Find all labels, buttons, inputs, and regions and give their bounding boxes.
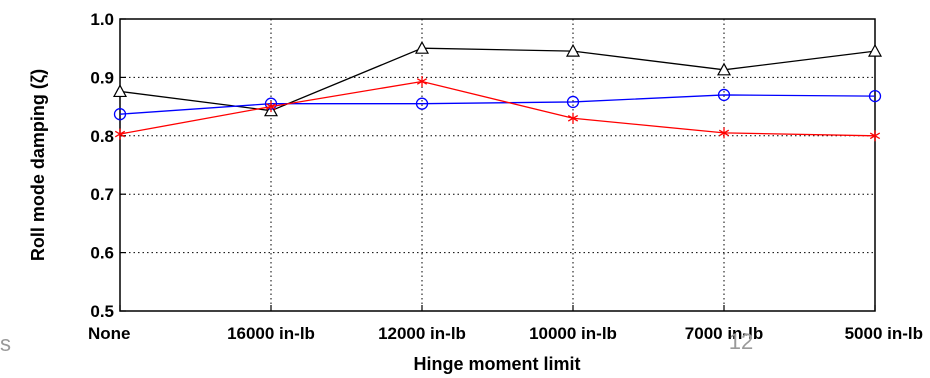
asterisk-stroke	[416, 78, 428, 85]
y-axis-ticks: 0.5 0.6 0.7 0.8 0.9 1.0	[90, 10, 126, 321]
series-line-circle	[119, 94, 876, 115]
circle-marker	[566, 95, 580, 109]
x-tick-label: 16000 in-lb	[227, 324, 315, 343]
y-axis-label: Roll mode damping (ζ)	[28, 69, 49, 261]
asterisk-stroke	[265, 103, 277, 110]
asterisk-stroke	[114, 130, 126, 138]
y-tick-label: 0.7	[90, 185, 114, 204]
triangle-marker	[565, 43, 581, 57]
x-tick-label: 12000 in-lb	[378, 324, 466, 343]
triangle-marker	[414, 40, 430, 54]
asterisk-marker	[869, 130, 881, 142]
x-tick-label: 5000 in-lb	[845, 324, 923, 343]
y-tick-label: 1.0	[90, 10, 114, 29]
grid-lines	[120, 19, 875, 311]
plot-frame	[119, 18, 876, 312]
slide-page-number: 12	[729, 329, 753, 354]
triangle-marker	[112, 84, 128, 98]
x-axis-label: Hinge moment limit	[413, 354, 580, 374]
triangle-marker	[867, 43, 883, 57]
x-axis-ticks: None 16000 in-lb 12000 in-lb 10000 in-lb 700…	[88, 305, 923, 343]
circle-marker	[868, 89, 882, 103]
series-line-triangle	[119, 47, 876, 112]
asterisk-marker	[265, 101, 277, 113]
asterisk-marker	[718, 127, 730, 139]
y-tick-label: 0.6	[90, 244, 114, 263]
y-tick-label: 0.9	[90, 68, 114, 87]
circle-marker	[717, 88, 731, 102]
x-tick-label: 10000 in-lb	[529, 324, 617, 343]
asterisk-stroke	[567, 114, 579, 122]
asterisk-marker	[114, 128, 126, 140]
asterisk-marker	[416, 75, 428, 87]
series-layer	[112, 40, 883, 142]
x-tick-label: None	[88, 324, 131, 343]
triangle-marker	[716, 62, 732, 76]
asterisk-marker	[567, 112, 579, 124]
x-tick-label: 7000 in-lb	[685, 324, 763, 343]
circle-marker	[415, 97, 429, 110]
slide-edge-char: s	[0, 331, 11, 356]
y-tick-label: 0.8	[90, 127, 114, 146]
circle-marker	[113, 108, 127, 121]
asterisk-stroke	[869, 132, 881, 140]
y-tick-label: 0.5	[90, 302, 114, 321]
series-line-asterisk	[119, 80, 876, 137]
asterisk-stroke	[718, 129, 730, 137]
